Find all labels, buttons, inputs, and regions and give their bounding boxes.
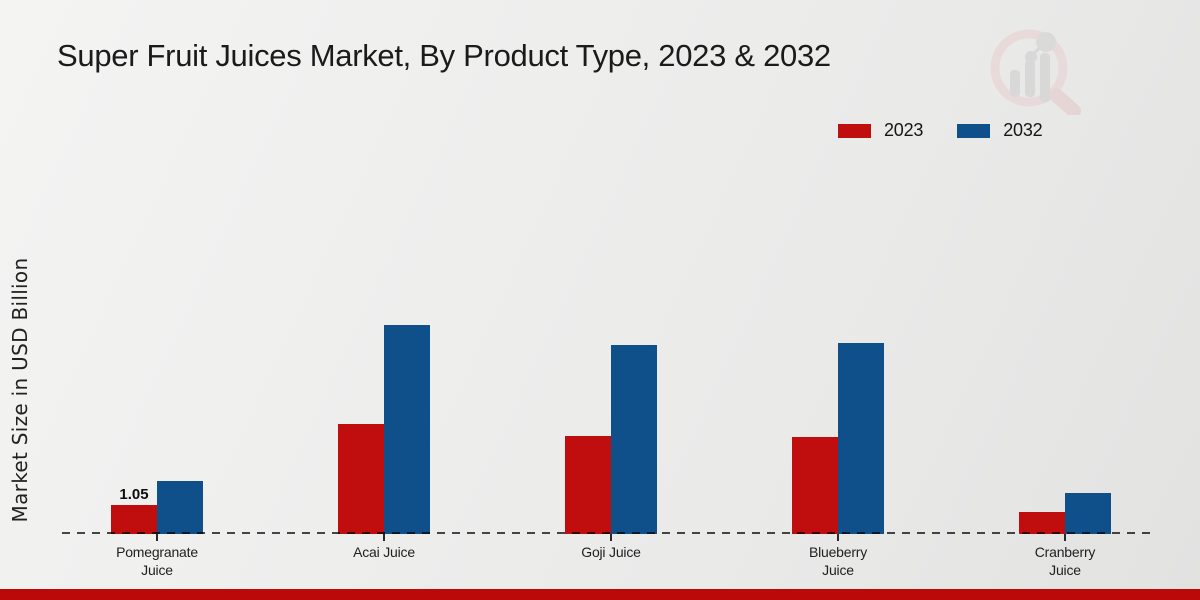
- category-label: Acai Juice: [353, 544, 415, 560]
- category-label: Cranberry Juice: [1034, 544, 1096, 578]
- bar-value-label: 1.05: [119, 486, 149, 503]
- chart-title: Super Fruit Juices Market, By Product Ty…: [57, 38, 831, 73]
- x-axis-tick: [610, 534, 612, 541]
- x-axis-tick: [156, 534, 158, 541]
- category-label: Blueberry Juice: [808, 544, 868, 578]
- legend-label: 2032: [1003, 120, 1043, 140]
- legend-swatch-2023: [838, 123, 871, 138]
- x-axis-dashed-baseline: [62, 532, 1157, 534]
- bar-2023-pomegranate-juice: [111, 505, 157, 534]
- bar-2023-goji-juice: [565, 436, 611, 534]
- bar-2032-goji-juice: [611, 345, 657, 534]
- x-axis-tick: [1064, 534, 1066, 541]
- x-axis-tick: [383, 534, 385, 541]
- bar-2023-cranberry-juice: [1019, 512, 1065, 534]
- bar-2032-pomegranate-juice: [157, 481, 203, 534]
- market-research-magnifier-chart-logo: [990, 29, 1081, 115]
- chart-legend: 2023 2032: [838, 120, 1043, 141]
- bar-2032-blueberry-juice: [838, 343, 884, 534]
- bar-2032-cranberry-juice: [1065, 493, 1111, 534]
- bar-2023-acai-juice: [338, 424, 384, 534]
- category-label: Goji Juice: [581, 544, 641, 560]
- legend-swatch-2032: [957, 123, 991, 138]
- footer-accent-stripe: [0, 589, 1200, 600]
- legend-item-2032: 2032: [957, 120, 1043, 141]
- x-axis-tick: [837, 534, 839, 541]
- legend-label: 2023: [884, 120, 924, 140]
- category-label: Pomegranate Juice: [116, 544, 198, 578]
- legend-item-2023: 2023: [838, 120, 923, 141]
- bar-2032-acai-juice: [384, 325, 430, 534]
- bar-2023-blueberry-juice: [792, 437, 838, 534]
